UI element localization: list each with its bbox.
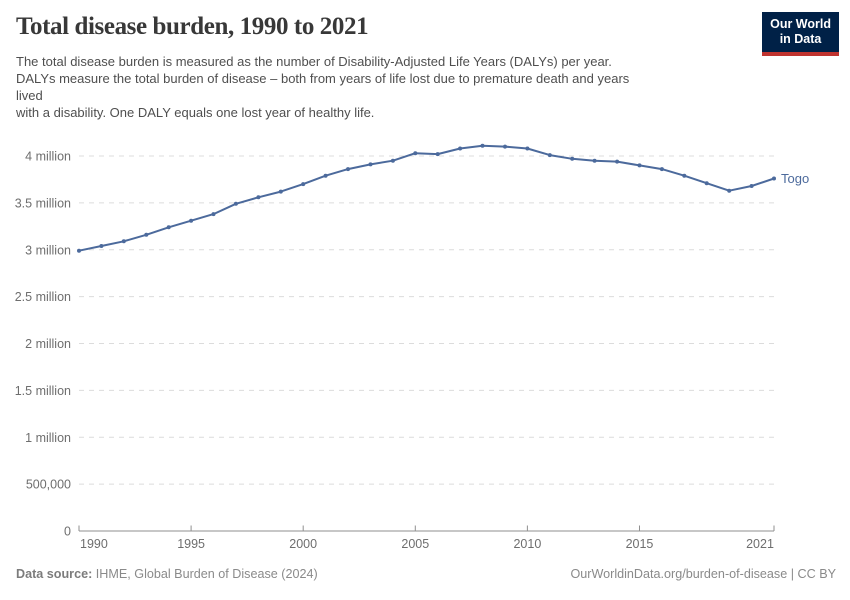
data-point[interactable] — [323, 173, 328, 178]
data-point[interactable] — [659, 167, 664, 172]
data-source-value: IHME, Global Burden of Disease (2024) — [95, 567, 318, 581]
data-point[interactable] — [480, 143, 485, 148]
x-tick-label: 2005 — [401, 537, 429, 551]
data-point[interactable] — [166, 225, 171, 230]
subtitle-line-2: DALYs measure the total burden of diseas… — [16, 71, 630, 86]
y-tick-label: 3 million — [25, 243, 71, 257]
data-point[interactable] — [435, 152, 440, 157]
series-end-label[interactable]: Togo — [781, 171, 809, 186]
data-point[interactable] — [682, 173, 687, 178]
data-point[interactable] — [525, 146, 530, 151]
y-tick-label: 2.5 million — [15, 290, 71, 304]
x-tick-label: 2010 — [513, 537, 541, 551]
data-point[interactable] — [772, 176, 776, 181]
data-point[interactable] — [77, 248, 81, 253]
chart-subtitle: The total disease burden is measured as … — [16, 53, 766, 121]
y-tick-label: 1 million — [25, 431, 71, 445]
data-point[interactable] — [346, 167, 350, 172]
chart-footer: Data source: IHME, Global Burden of Dise… — [16, 567, 836, 581]
logo-text-line1: Our World — [770, 17, 831, 31]
data-point[interactable] — [547, 153, 552, 158]
data-point[interactable] — [637, 163, 642, 168]
data-source: Data source: IHME, Global Burden of Dise… — [16, 567, 318, 581]
x-tick-label: 1995 — [177, 537, 205, 551]
x-tick-label: 2000 — [289, 537, 317, 551]
y-tick-label: 500,000 — [26, 478, 71, 492]
owid-logo[interactable]: Our World in Data — [762, 12, 839, 56]
data-point[interactable] — [301, 182, 306, 187]
data-point[interactable] — [144, 232, 149, 237]
x-tick-label: 1990 — [80, 537, 108, 551]
data-point[interactable] — [278, 189, 283, 194]
data-point[interactable] — [615, 159, 620, 164]
subtitle-line-1: The total disease burden is measured as … — [16, 54, 612, 69]
data-point[interactable] — [211, 212, 216, 217]
data-point[interactable] — [99, 244, 104, 248]
data-point[interactable] — [413, 151, 418, 156]
data-point[interactable] — [704, 181, 709, 186]
subtitle-line-4: with a disability. One DALY equals one l… — [16, 105, 375, 120]
subtitle-line-3: lived — [16, 88, 43, 103]
footer-link[interactable]: OurWorldinData.org/burden-of-disease | C… — [570, 567, 836, 581]
y-tick-label: 3.5 million — [15, 196, 71, 210]
x-tick-label: 2021 — [746, 537, 774, 551]
y-tick-label: 1.5 million — [15, 384, 71, 398]
y-tick-label: 4 million — [25, 150, 71, 164]
chart-title: Total disease burden, 1990 to 2021 — [16, 13, 369, 40]
data-point[interactable] — [503, 144, 507, 149]
data-point[interactable] — [189, 218, 194, 223]
data-point[interactable] — [458, 146, 463, 151]
data-point[interactable] — [256, 195, 261, 200]
y-tick-label: 0 — [64, 525, 71, 539]
series-line[interactable] — [78, 144, 775, 252]
data-point[interactable] — [749, 184, 754, 188]
data-point[interactable] — [368, 162, 373, 167]
logo-red-bar — [762, 52, 839, 56]
data-point[interactable] — [233, 201, 238, 206]
x-tick-label: 2015 — [626, 537, 654, 551]
data-point[interactable] — [727, 188, 732, 193]
data-point[interactable] — [570, 156, 575, 161]
data-source-label: Data source: — [16, 567, 93, 581]
data-point[interactable] — [592, 158, 597, 163]
data-point[interactable] — [121, 239, 126, 244]
logo-text-line2: in Data — [779, 32, 822, 46]
data-point[interactable] — [390, 158, 395, 163]
y-tick-label: 2 million — [25, 337, 71, 351]
